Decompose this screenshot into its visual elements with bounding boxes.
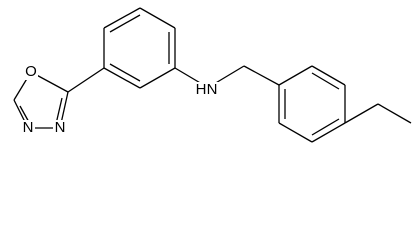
molecule-diagram: O N N H N: [13, 7, 412, 143]
atom-label: O: [25, 63, 37, 80]
atom-labels: O N N H N: [21, 63, 219, 136]
atom-label: N: [55, 119, 66, 136]
atom-label: H: [196, 81, 207, 98]
atom-label: N: [207, 81, 218, 98]
bonds: [13, 7, 412, 143]
atom-label: N: [23, 119, 34, 136]
